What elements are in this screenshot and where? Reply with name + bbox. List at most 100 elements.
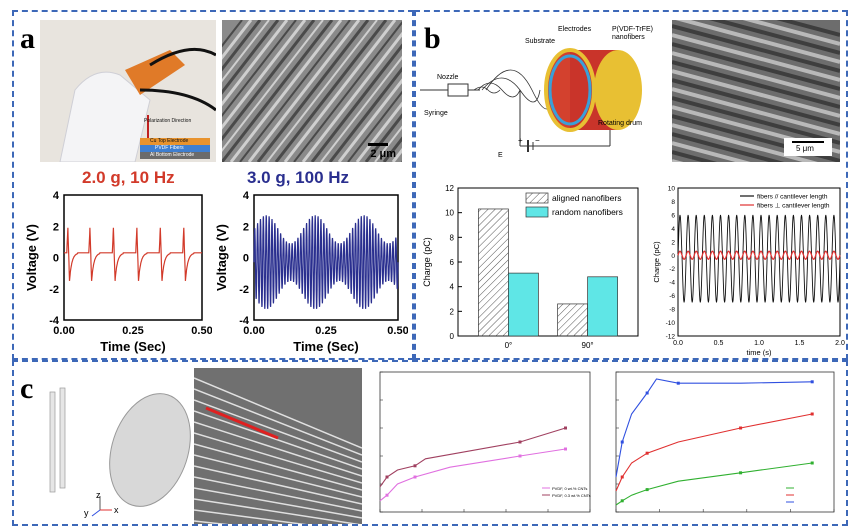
y-tick-label: -6 <box>669 293 675 300</box>
sem-fiber <box>672 96 840 145</box>
sem-fiber <box>194 388 362 456</box>
plot-frame <box>379 371 591 513</box>
data-point <box>739 471 743 475</box>
sem-image-b: 5 μm <box>672 20 840 162</box>
y-tick-label: 12 <box>445 184 454 193</box>
sem-fiber <box>672 141 751 162</box>
sem-fiber <box>364 113 402 162</box>
sem-b-scalebar <box>792 141 824 143</box>
y-axis-label: Voltage (V) <box>24 224 39 291</box>
chart-c-line2 <box>615 371 835 513</box>
x-tick-label: 1.0 <box>754 340 764 347</box>
bar-aligned-0 <box>478 208 509 337</box>
sem-fiber <box>194 454 362 498</box>
y-tick-label: 4 <box>53 190 60 202</box>
y-tick-label: 4 <box>243 190 250 202</box>
legend-label: aligned nanofibers <box>552 193 621 203</box>
voltage-trace <box>64 227 202 281</box>
y-tick-label: -4 <box>239 315 250 327</box>
sem-fiber <box>256 20 370 162</box>
sem-fiber <box>672 78 840 127</box>
sem-a-scale: 2 μm <box>370 148 396 160</box>
data-point <box>620 475 624 479</box>
data-point <box>385 493 389 497</box>
series-line-2 <box>615 378 813 478</box>
x-tick-label: 0.50 <box>387 325 408 337</box>
data-point <box>564 426 567 430</box>
sem-fiber <box>266 20 378 162</box>
y-tick-label: 2 <box>53 221 59 233</box>
y-tick-label: 10 <box>668 186 676 193</box>
bar-random-1 <box>587 276 618 337</box>
y-tick-label: 6 <box>450 258 455 267</box>
sem-fiber <box>222 20 253 60</box>
sem-fiber <box>337 78 402 162</box>
sem-fiber <box>672 132 785 162</box>
sem-fiber <box>239 20 351 162</box>
sem-fiber <box>194 487 362 519</box>
sem-fiber <box>347 90 402 162</box>
y-tick-label: 8 <box>671 199 675 206</box>
legend-label: random nanofibers <box>552 207 623 217</box>
sem-fiber <box>194 509 307 524</box>
sem-fiber <box>194 432 362 484</box>
y-axis-label: Voltage (V) <box>214 224 229 291</box>
sem-fiber <box>247 20 361 162</box>
chart-a-right-title: 3.0 g, 100 Hz <box>247 168 350 187</box>
sem-fiber <box>194 498 361 524</box>
x-tick-label: 0.5 <box>714 340 724 347</box>
y-tick-label: 0 <box>53 253 59 265</box>
data-point <box>620 499 624 503</box>
label-plus: + <box>518 136 523 145</box>
sem-fiber <box>194 476 362 512</box>
device-photo: Polarization Direction Cu Top Electrode … <box>40 20 216 162</box>
y-tick-label: 2 <box>671 239 675 246</box>
bar-random-0 <box>508 272 539 337</box>
sem-fiber <box>320 55 402 162</box>
data-point <box>413 464 417 468</box>
y-tick-label: -8 <box>669 307 675 314</box>
sem-fiber <box>194 377 362 449</box>
panel-b-letter: b <box>424 22 441 55</box>
label-polarization: Polarization Direction <box>144 118 192 124</box>
x-axis-label: time (s) <box>747 348 773 357</box>
sem-fiber <box>283 20 397 162</box>
y-tick-label: -4 <box>49 315 60 327</box>
data-point <box>518 454 522 458</box>
label-substrate: Substrate <box>525 38 555 45</box>
data-point <box>413 475 417 479</box>
sem-fiber <box>742 20 840 46</box>
label-syringe: Syringe <box>424 110 448 117</box>
x-tick-label: 0.0 <box>673 340 683 347</box>
y-tick-label: 0 <box>450 332 455 341</box>
data-point <box>739 426 743 430</box>
sem-fiber <box>222 20 289 107</box>
panel-b-border <box>414 10 848 360</box>
highlight-fiber <box>205 406 279 440</box>
sem-fiber <box>222 20 270 83</box>
y-tick-label: -4 <box>669 280 675 287</box>
sem-fiber <box>222 20 243 48</box>
plot-frame <box>63 194 203 321</box>
sem-fiber <box>672 123 818 162</box>
sem-fiber <box>675 20 840 64</box>
sem-fiber <box>672 69 840 118</box>
data-point <box>620 440 624 444</box>
sem-fiber <box>194 465 362 505</box>
y-tick-label: 2 <box>243 221 249 233</box>
y-tick-label: -12 <box>666 334 676 341</box>
charge-trace-1 <box>677 250 841 260</box>
axis-label-z: z <box>96 490 101 500</box>
y-tick-label: -2 <box>669 266 675 273</box>
sem-fiber <box>328 66 402 162</box>
model-render <box>49 387 191 517</box>
data-point <box>645 391 649 395</box>
label-al-electrode: Al Bottom Electrode <box>150 152 195 158</box>
sem-fiber <box>222 20 262 72</box>
sem-fiber <box>293 20 402 162</box>
y-tick-label: -2 <box>239 284 249 296</box>
label-minus: − <box>535 136 540 145</box>
x-tick-label: 0.25 <box>315 325 336 337</box>
x-tick-label: 2.0 <box>835 340 845 347</box>
data-point <box>810 461 814 465</box>
